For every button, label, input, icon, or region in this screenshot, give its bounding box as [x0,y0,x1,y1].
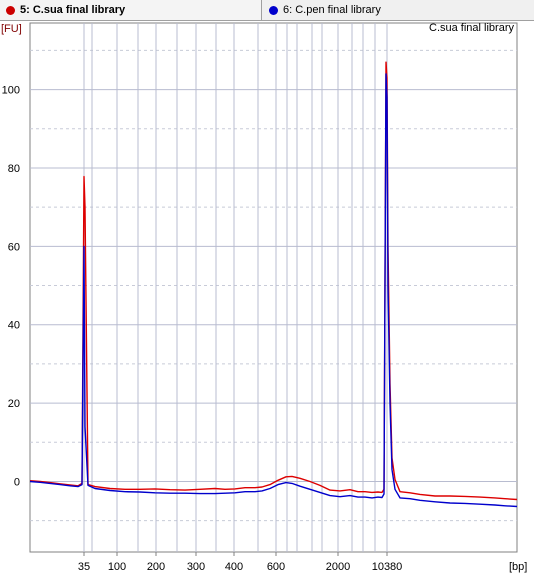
x-tick-label: 400 [225,561,243,573]
electropherogram-chart: 0 20 40 60 80 100 35 100 200 300 400 600 2000 10380 [… [1,22,527,573]
y-tick-label: 20 [8,398,20,410]
sample-tab-bar: 5: C.sua final library 6: C.pen final li… [0,0,534,21]
y-tick-label: 60 [8,241,20,253]
x-tick-label: 35 [78,561,90,573]
sample-6-color-dot-icon [269,5,278,15]
series-lines [29,61,518,508]
series-line-sample-5 [29,61,518,501]
x-tick-label: 2000 [326,561,350,573]
x-tick-label: 600 [267,561,285,573]
x-axis-label: [bp] [509,561,527,573]
tab-sample-6[interactable]: 6: C.pen final library [263,0,534,20]
y-tick-label: 100 [2,85,20,97]
y-tick-label: 0 [14,476,20,488]
x-tick-label: 10380 [372,561,403,573]
series-line-sample-6 [29,73,518,508]
x-tick-label: 200 [147,561,165,573]
tab-sample-5-label: 5: C.sua final library [20,4,126,16]
y-tick-label: 40 [8,320,20,332]
chart-title: C.sua final library [429,22,514,34]
y-tick-label: 80 [8,163,20,175]
y-axis-label: [FU] [1,23,22,35]
grid-lines [30,23,517,552]
x-tick-label: 300 [187,561,205,573]
plot-area-border [29,22,518,553]
x-tick-label: 100 [108,561,126,573]
axis-ticks: 0 20 40 60 80 100 35 100 200 300 400 600 2000 10380 [2,85,403,573]
tab-sample-6-label: 6: C.pen final library [283,4,381,16]
tab-sample-5[interactable]: 5: C.sua final library [0,0,262,20]
sample-5-color-dot-icon [6,5,15,15]
